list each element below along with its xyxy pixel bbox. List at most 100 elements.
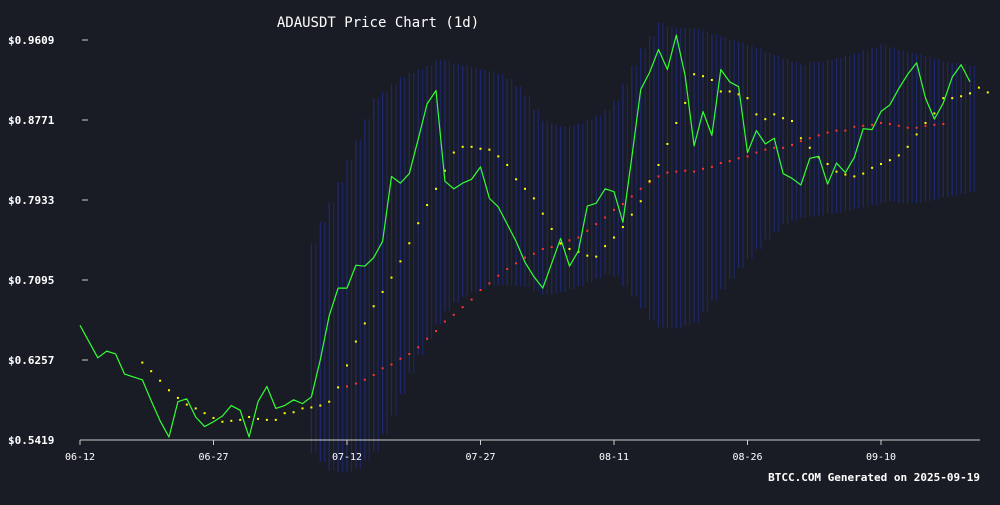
- ma-fast-point: [524, 187, 526, 190]
- ma-slow-point: [906, 126, 909, 129]
- ma-fast-point: [239, 418, 242, 421]
- ma-slow-point: [924, 124, 927, 127]
- ma-fast-point: [265, 418, 268, 421]
- price-layer: [79, 34, 971, 438]
- ma-slow-point: [346, 385, 348, 388]
- ma-fast-point: [773, 113, 776, 116]
- ma-fast-point: [532, 197, 535, 200]
- x-tick-label: 07-27: [465, 452, 495, 463]
- ma-fast-point: [897, 154, 900, 157]
- ma-fast-point: [586, 254, 589, 257]
- ma-slow-point: [363, 378, 366, 381]
- ma-slow-point: [595, 223, 598, 226]
- ma-slow-point: [586, 229, 589, 232]
- ma-fast-point: [755, 113, 758, 116]
- ma-fast-point: [363, 322, 366, 325]
- chart-title: ADAUSDT Price Chart (1d): [277, 15, 479, 31]
- ma-slow-point: [826, 131, 829, 134]
- ma-slow-point: [390, 363, 393, 366]
- axis-layer: $0.5419 $0.6257 $0.7095 $0.7933 $0.8771 $0.96…: [8, 34, 980, 463]
- ma-fast-point: [639, 200, 642, 203]
- ma-fast-point: [292, 411, 295, 414]
- ma-slow-point: [835, 129, 838, 132]
- ma-fast-point: [230, 419, 233, 422]
- ma-fast-point: [443, 169, 446, 172]
- ma-slow-point: [408, 352, 411, 355]
- ma-slow-point: [515, 262, 518, 265]
- ma-slow-point: [550, 246, 553, 249]
- ma-fast-point: [257, 417, 259, 420]
- ma-fast-point: [604, 245, 607, 248]
- ma-slow-point: [604, 216, 607, 219]
- ma-fast-point: [782, 117, 785, 120]
- ma-slow-point: [853, 125, 856, 128]
- ma-fast-point: [621, 226, 624, 229]
- ma-fast-point: [613, 236, 615, 239]
- ma-slow-point: [675, 170, 678, 173]
- ma-slow-point: [791, 143, 793, 146]
- ma-fast-point: [426, 204, 429, 207]
- ma-fast-point: [506, 163, 509, 166]
- ma-fast-point: [515, 178, 518, 181]
- ma-fast-point: [141, 361, 144, 364]
- ma-slow-point: [871, 123, 874, 126]
- ma-fast-point: [559, 242, 562, 245]
- ma-slow-point: [666, 171, 669, 174]
- ma-slow-point: [888, 122, 891, 125]
- ma-slow-point: [862, 124, 865, 127]
- band-layer: [310, 22, 976, 473]
- ma-fast-point: [310, 406, 313, 409]
- ma-slow-point: [782, 146, 785, 149]
- ma-fast-point: [248, 415, 251, 418]
- ma-fast-point: [319, 404, 322, 407]
- ma-slow-point: [488, 282, 491, 285]
- ma-fast-point: [648, 180, 651, 183]
- ma-slow-point: [639, 187, 642, 190]
- ma-slow-point: [684, 169, 687, 172]
- price-line: [79, 34, 971, 438]
- ma-fast-point: [479, 147, 482, 150]
- ma-fast-point: [710, 79, 713, 81]
- ma-slow-point: [426, 337, 429, 340]
- ma-fast-point: [550, 227, 553, 230]
- ma-fast-point: [337, 386, 340, 389]
- ma-fast-point: [986, 91, 989, 94]
- ma-fast-point: [212, 416, 215, 419]
- ma-slow-point: [710, 165, 713, 168]
- ma-fast-point: [888, 159, 891, 162]
- ma-fast-point: [969, 92, 971, 95]
- x-tick-label: 06-12: [65, 452, 95, 463]
- ma-slow-point: [773, 146, 776, 149]
- ma-slow-point: [381, 367, 384, 370]
- ma-slow-point: [452, 313, 455, 316]
- ma-fast-point: [657, 163, 660, 166]
- ma-slow-point: [764, 148, 767, 151]
- ma-fast-point: [906, 145, 909, 148]
- ma-fast-point: [942, 97, 945, 100]
- ma-slow-point: [880, 121, 882, 124]
- ma-slow-point: [532, 252, 535, 255]
- ma-fast-point: [871, 166, 874, 169]
- ma-fast-point: [977, 86, 980, 89]
- ma-fast-point: [328, 400, 331, 403]
- ma-slow-point: [737, 157, 740, 160]
- ma-fast-point: [924, 121, 927, 124]
- ma-fast-point: [799, 137, 802, 140]
- ma-fast-point: [185, 403, 188, 406]
- ma-fast-point: [719, 90, 722, 93]
- ma-fast-point: [301, 407, 304, 410]
- y-tick-label: $0.9609: [8, 34, 54, 47]
- ma-fast-point: [176, 396, 179, 399]
- ma-fast-point: [461, 145, 464, 148]
- ma-fast-point: [568, 247, 571, 250]
- ma-fast-point: [381, 290, 384, 293]
- ma-fast-point: [159, 379, 162, 382]
- ma-fast-point: [915, 133, 918, 136]
- ma-fast-point: [150, 370, 153, 373]
- ma-fast-point: [844, 173, 847, 176]
- ma-fast-point: [390, 276, 393, 279]
- ma-fast-point: [168, 389, 170, 392]
